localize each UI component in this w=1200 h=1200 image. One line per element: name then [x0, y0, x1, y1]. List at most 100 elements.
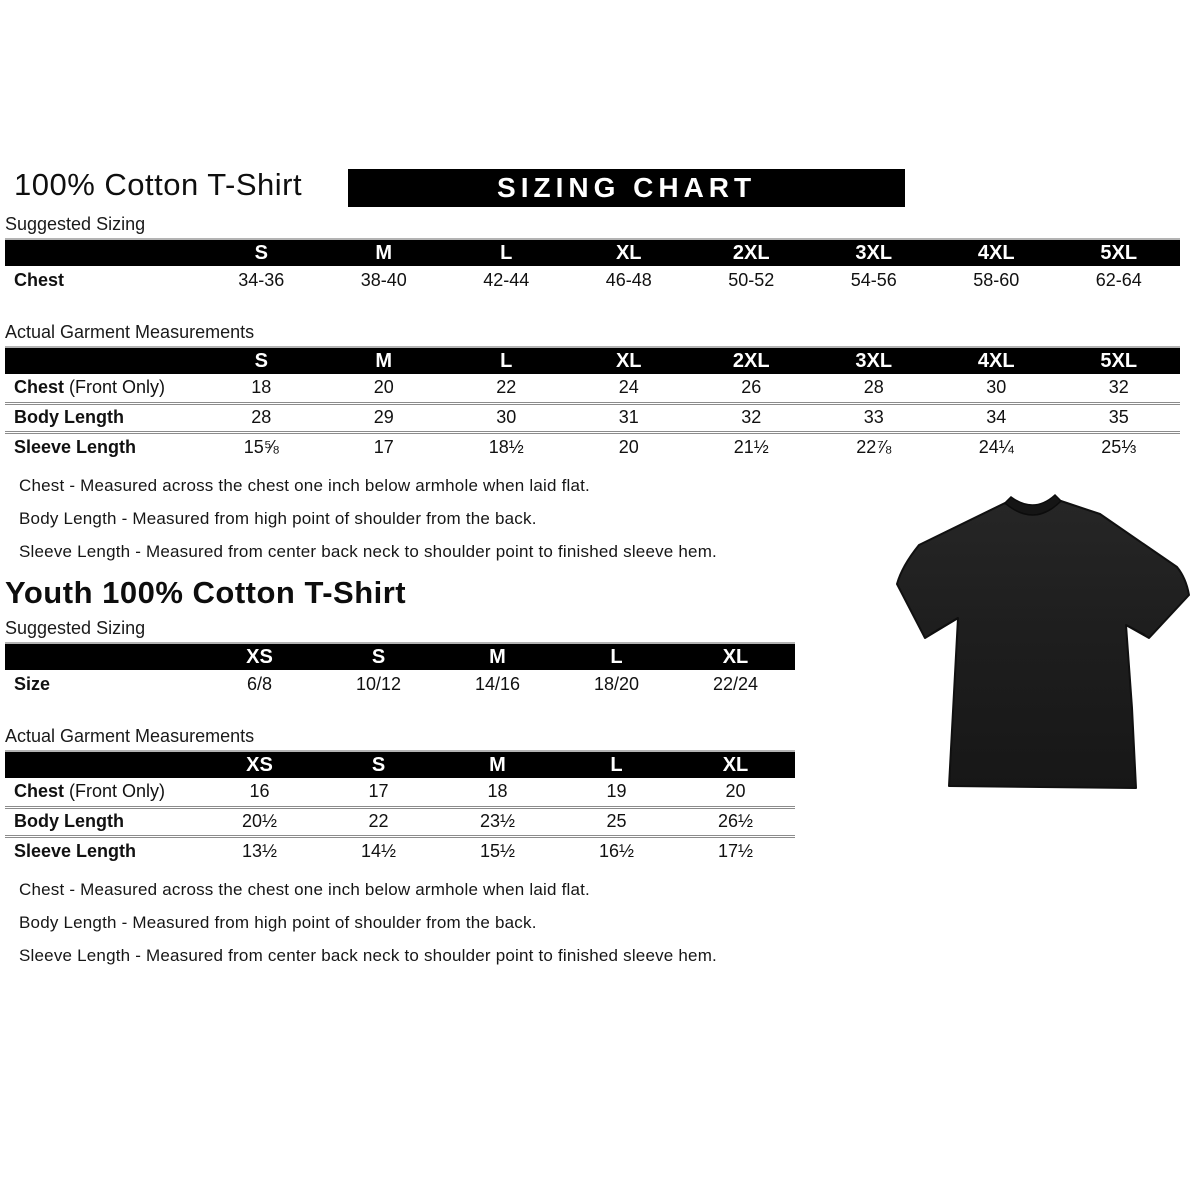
- row-label: Body Length: [14, 811, 124, 831]
- measurement-row: Sleeve Length 13½ 14½ 15½ 16½ 17½: [5, 836, 795, 865]
- page-title: 100% Cotton T-Shirt: [14, 167, 303, 202]
- measurement-cell: 32: [741, 407, 762, 427]
- measurement-cell: 20: [725, 781, 746, 802]
- measurement-cell: 46-48: [605, 270, 652, 290]
- measurement-cell: 26: [741, 377, 762, 398]
- size-column-header: XS: [200, 751, 319, 778]
- measurement-cell: 22⅞: [856, 436, 892, 457]
- measurement-cell: 14½: [360, 840, 397, 861]
- row-label: Sleeve Length: [14, 436, 137, 457]
- size-column-header: 4XL: [935, 347, 1058, 374]
- size-column-header: M: [438, 643, 557, 670]
- size-column-header: 2XL: [690, 239, 813, 266]
- measurement-cell: 20: [373, 377, 394, 398]
- youth-section-title: Youth 100% Cotton T-Shirt: [5, 575, 407, 610]
- row-label: Chest (Front Only): [14, 377, 166, 398]
- header-spacer: [5, 643, 200, 670]
- measurement-cell: 26½: [717, 811, 754, 831]
- measurement-cell: 21½: [733, 436, 769, 457]
- size-column-header: XL: [676, 751, 795, 778]
- measurement-cell: 15½: [479, 840, 516, 861]
- size-header-row: XS S M L XL: [5, 751, 795, 778]
- size-column-header: L: [445, 239, 568, 266]
- adult-actual-measurements-label: Actual Garment Measurements: [5, 322, 255, 342]
- header-spacer: [5, 239, 200, 266]
- measurement-cell: 25⅓: [1101, 436, 1137, 457]
- measurement-cell: 38-40: [360, 270, 407, 290]
- row-label: Body Length: [14, 407, 124, 427]
- row-label: Size: [14, 674, 51, 694]
- size-column-header: L: [557, 643, 676, 670]
- size-column-header: M: [322, 239, 445, 266]
- measurement-cell: 22: [368, 811, 389, 831]
- size-column-header: XL: [567, 347, 690, 374]
- size-column-header: 2XL: [690, 347, 813, 374]
- measurement-cell: 18/20: [593, 674, 640, 694]
- header-spacer: [5, 347, 200, 374]
- youth-actual-measurements-label: Actual Garment Measurements: [5, 726, 255, 746]
- note-chest: Chest - Measured across the chest one in…: [19, 476, 590, 495]
- row-label: Chest: [14, 270, 65, 290]
- measurement-cell: 24: [618, 377, 639, 398]
- measurement-row: Chest 34-36 38-40 42-44 46-48 50-52 54-56 58-60…: [5, 266, 1180, 295]
- measurement-cell: 29: [373, 407, 394, 427]
- tshirt-collar: [1003, 493, 1063, 516]
- size-column-header: 5XL: [1057, 239, 1180, 266]
- sizing-chart-banner-label: SIZING CHART: [497, 172, 757, 203]
- tshirt-right-sleeve-seam: [1125, 624, 1146, 636]
- measurement-cell: 34: [986, 407, 1007, 427]
- tshirt-left-sleeve-seam: [930, 617, 959, 635]
- measurement-cell: 22/24: [712, 674, 759, 694]
- measurement-cell: 31: [618, 407, 639, 427]
- adult-measurement-notes: Chest - Measured across the chest one in…: [19, 476, 1200, 562]
- measurement-cell: 28: [251, 407, 272, 427]
- measurement-cell: 13½: [241, 840, 278, 861]
- youth-actual-measurements-table: XS S M L XL Chest (Front Only) 16 17 18 19 20 Body …: [5, 750, 795, 865]
- measurement-cell: 16: [249, 781, 270, 802]
- adult-actual-measurements-table: S M L XL 2XL 3XL 4XL 5XL Chest (Front Only) 18 20 2…: [5, 346, 1180, 461]
- measurement-cell: 24¼: [978, 436, 1014, 457]
- size-column-header: L: [557, 751, 676, 778]
- size-column-header: L: [445, 347, 568, 374]
- measurement-cell: 25: [606, 811, 627, 831]
- measurement-cell: 23½: [479, 811, 516, 831]
- measurement-cell: 20: [618, 436, 639, 457]
- size-column-header: XL: [567, 239, 690, 266]
- measurement-cell: 33: [863, 407, 884, 427]
- measurement-cell: 35: [1108, 407, 1129, 427]
- measurement-row: Chest (Front Only) 16 17 18 19 20: [5, 778, 795, 807]
- measurement-cell: 28: [863, 377, 884, 398]
- note-sleeve-length: Sleeve Length - Measured from center bac…: [19, 946, 717, 965]
- size-column-header: XS: [200, 643, 319, 670]
- measurement-cell: 54-56: [850, 270, 897, 290]
- size-column-header: S: [319, 751, 438, 778]
- measurement-cell: 15⅝: [243, 436, 279, 457]
- measurement-cell: 62-64: [1095, 270, 1142, 290]
- size-column-header: 5XL: [1057, 347, 1180, 374]
- size-column-header: S: [200, 239, 323, 266]
- adult-suggested-sizing-table: S M L XL 2XL 3XL 4XL 5XL Chest 34-36 38-40 42-44 46-…: [5, 238, 1180, 295]
- black-tshirt-photo: [893, 488, 1195, 810]
- measurement-row: Body Length 20½ 22 23½ 25 26½: [5, 807, 795, 836]
- measurement-row: Body Length 28 29 30 31 32 33 34 35: [5, 403, 1180, 432]
- measurement-cell: 16½: [598, 840, 635, 861]
- measurement-cell: 50-52: [728, 270, 775, 290]
- size-column-header: 4XL: [935, 239, 1058, 266]
- measurement-cell: 32: [1108, 377, 1129, 398]
- measurement-cell: 10/12: [355, 674, 402, 694]
- measurement-cell: 18: [251, 377, 272, 398]
- youth-suggested-sizing-label: Suggested Sizing: [5, 618, 146, 638]
- header-spacer: [5, 751, 200, 778]
- size-column-header: 3XL: [812, 239, 935, 266]
- header: 100% Cotton T-Shirt SIZING CHART: [5, 167, 1200, 207]
- adult-suggested-sizing-label: Suggested Sizing: [5, 214, 146, 234]
- note-sleeve-length: Sleeve Length - Measured from center bac…: [19, 542, 717, 561]
- measurement-row: Chest (Front Only) 18 20 22 24 26 28 30 32: [5, 374, 1180, 403]
- measurement-cell: 18: [487, 781, 508, 802]
- size-header-row: XS S M L XL: [5, 643, 795, 670]
- size-column-header: 3XL: [812, 347, 935, 374]
- measurement-cell: 58-60: [973, 270, 1020, 290]
- size-header-row: S M L XL 2XL 3XL 4XL 5XL: [5, 347, 1180, 374]
- measurement-cell: 34-36: [238, 270, 285, 290]
